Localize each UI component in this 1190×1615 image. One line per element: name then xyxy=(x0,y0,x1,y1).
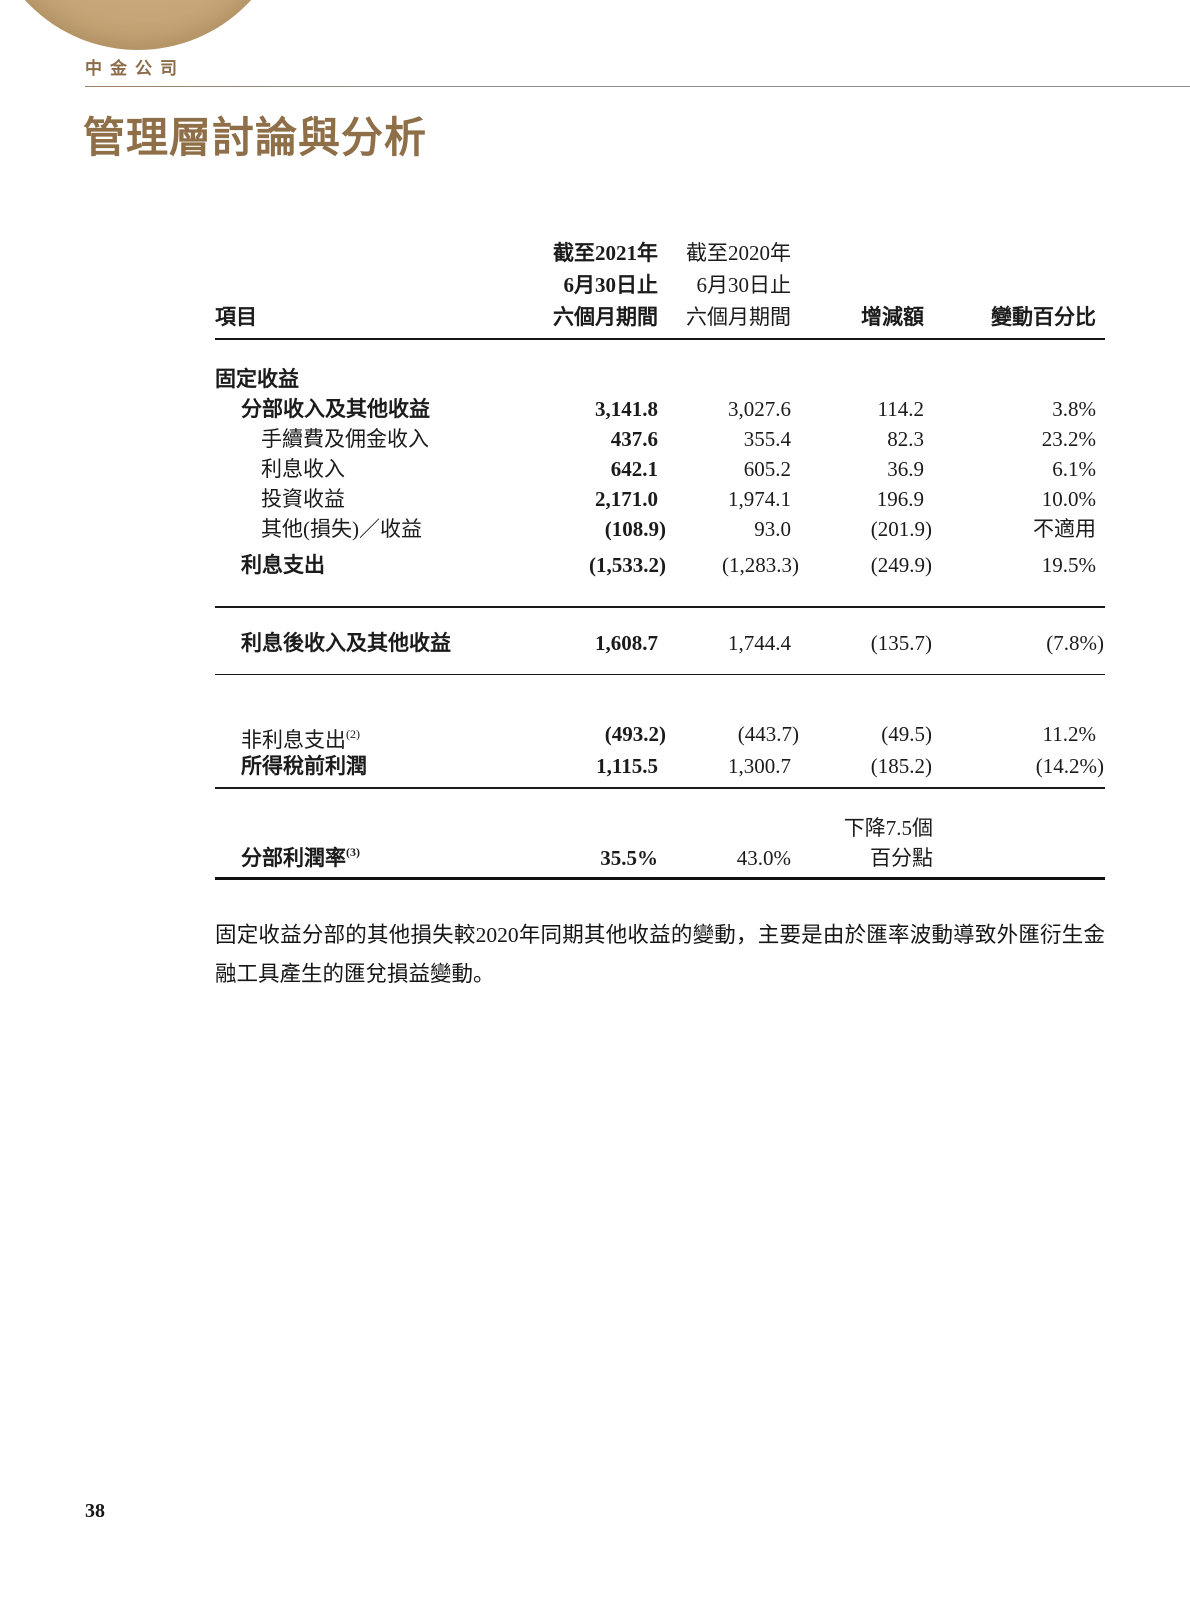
row-label-text: 分部利潤率 xyxy=(241,845,346,870)
row-label: 分部利潤率(3) xyxy=(215,837,540,873)
value-2021: 2,171.0 xyxy=(595,487,658,511)
col-header-2020-line3: 六個月期間 xyxy=(686,305,791,329)
table-row: 其他(損失)／收益 (108.9) 93.0 (201.9) 不適用 xyxy=(215,514,1105,544)
value-change: (49.5) xyxy=(881,722,932,746)
value-change: 36.9 xyxy=(887,457,924,481)
table-header-row: 項目 截至2021年 6月30日止 六個月期間 截至2020年 6月30日止 六… xyxy=(215,237,1105,340)
row-label: 利息後收入及其他收益 xyxy=(241,630,451,655)
table-row: 手續費及佣金收入 437.6 355.4 82.3 23.2% xyxy=(215,424,1105,454)
table-row: 利息支出 (1,533.2) (1,283.3) (249.9) 19.5% xyxy=(215,550,1105,580)
value-pct: (14.2%) xyxy=(1035,754,1104,778)
col-header-2020-line2: 6月30日止 xyxy=(696,273,792,297)
value-2021: 1,608.7 xyxy=(595,630,658,655)
value-pct: 不適用 xyxy=(1033,517,1096,541)
value-pct: 6.1% xyxy=(1052,457,1096,481)
value-change: (201.9) xyxy=(870,517,932,541)
value-2020: (443.7) xyxy=(737,722,799,746)
footnote-ref: (3) xyxy=(346,844,360,859)
value-pct xyxy=(933,364,1105,394)
table-rule-thin xyxy=(215,787,1105,789)
value-change xyxy=(800,364,933,394)
table-rule-thin xyxy=(215,606,1105,608)
row-label: 所得稅前利潤 xyxy=(241,754,367,778)
value-2020: 3,027.6 xyxy=(728,397,791,421)
row-label: 固定收益 xyxy=(215,367,299,391)
table-row-section: 固定收益 xyxy=(215,364,1105,394)
value-change: (249.9) xyxy=(870,553,932,577)
table-row: 利息收入 642.1 605.2 36.9 6.1% xyxy=(215,454,1105,484)
value-pct: 10.0% xyxy=(1041,487,1096,511)
row-label: 投資收益 xyxy=(261,487,345,511)
value-change: 114.2 xyxy=(877,397,924,421)
value-2020: 93.0 xyxy=(754,517,791,541)
row-label: 手續費及佣金收入 xyxy=(261,427,429,451)
table-rule-thin xyxy=(215,673,1105,675)
row-label: 其他(損失)／收益 xyxy=(261,517,422,541)
value-pct: (7.8%) xyxy=(1046,630,1104,655)
value-pct: 3.8% xyxy=(1052,397,1096,421)
row-label: 利息支出 xyxy=(241,553,325,577)
value-2021: (1,533.2) xyxy=(589,553,666,577)
footnote-ref: (2) xyxy=(346,727,360,741)
value-change: 82.3 xyxy=(887,427,924,451)
value-2021: 35.5% xyxy=(600,845,658,870)
value-change-line2: 百分點 xyxy=(870,845,933,870)
col-header-2020: 截至2020年 6月30日止 六個月期間 xyxy=(667,237,800,333)
table-row: 分部收入及其他收益 3,141.8 3,027.6 114.2 3.8% xyxy=(215,394,1105,424)
row-label: 分部收入及其他收益 xyxy=(241,397,430,421)
value-2021: (493.2) xyxy=(604,722,666,746)
page-title: 管理層討論與分析 xyxy=(83,116,428,162)
value-2020: 355.4 xyxy=(743,427,791,451)
col-header-2021-line2: 6月30日止 xyxy=(563,273,659,297)
brand-name: 中金公司 xyxy=(85,59,185,78)
col-header-2021-line3: 六個月期間 xyxy=(553,305,658,329)
value-2021: 642.1 xyxy=(610,457,658,481)
value-2020 xyxy=(667,364,800,394)
row-label: 非利息支出(2) xyxy=(215,719,540,755)
row-label: 利息收入 xyxy=(261,457,345,481)
value-2020: 1,974.1 xyxy=(728,487,791,511)
page-number: 38 xyxy=(85,1500,105,1522)
table-row: 所得稅前利潤 1,115.5 1,300.7 (185.2) (14.2%) xyxy=(215,751,1105,781)
value-2020: 43.0% xyxy=(736,845,791,870)
value-2021: (108.9) xyxy=(604,517,666,541)
table-row: 分部利潤率(3) 35.5% 43.0% 下降7.5個 百分點 xyxy=(215,813,1105,873)
value-change: (135.7) xyxy=(870,630,932,655)
value-change: (185.2) xyxy=(870,754,932,778)
value-2020: 1,300.7 xyxy=(728,754,791,778)
col-header-pct: 變動百分比 xyxy=(991,305,1096,329)
value-change: 下降7.5個 百分點 xyxy=(800,813,933,873)
value-2021: 1,115.5 xyxy=(596,754,658,778)
value-pct: 11.2% xyxy=(1042,722,1096,746)
value-2021 xyxy=(540,364,667,394)
col-header-2020-line1: 截至2020年 xyxy=(686,241,791,265)
value-pct: 23.2% xyxy=(1041,427,1096,451)
value-2021: 437.6 xyxy=(610,427,658,451)
table-row: 非利息支出(2) (493.2) (443.7) (49.5) 11.2% xyxy=(215,719,1105,752)
table-row: 利息後收入及其他收益 1,608.7 1,744.4 (135.7) (7.8%… xyxy=(215,628,1105,658)
col-header-change: 增減額 xyxy=(861,305,924,329)
table-row: 投資收益 2,171.0 1,974.1 196.9 10.0% xyxy=(215,484,1105,514)
value-2020: 605.2 xyxy=(743,457,791,481)
header-divider xyxy=(85,86,1190,87)
value-2020: (1,283.3) xyxy=(722,553,799,577)
value-2020: 1,744.4 xyxy=(728,630,791,655)
col-header-2021: 截至2021年 6月30日止 六個月期間 xyxy=(540,237,667,333)
value-2021: 3,141.8 xyxy=(595,397,658,421)
explanatory-note: 固定收益分部的其他損失較2020年同期其他收益的變動，主要是由於匯率波動導致外匯… xyxy=(215,922,1105,986)
value-change: 196.9 xyxy=(876,487,924,511)
table-rule-thick xyxy=(215,876,1105,880)
col-header-item: 項目 xyxy=(215,305,257,329)
value-pct: 19.5% xyxy=(1041,553,1096,577)
segment-results-table: 項目 截至2021年 6月30日止 六個月期間 截至2020年 6月30日止 六… xyxy=(215,237,1105,880)
row-label-text: 非利息支出 xyxy=(241,728,346,752)
col-header-2021-line1: 截至2021年 xyxy=(553,241,658,265)
value-change-line1: 下降7.5個 xyxy=(843,815,933,840)
cicc-logo-circle xyxy=(0,0,291,50)
